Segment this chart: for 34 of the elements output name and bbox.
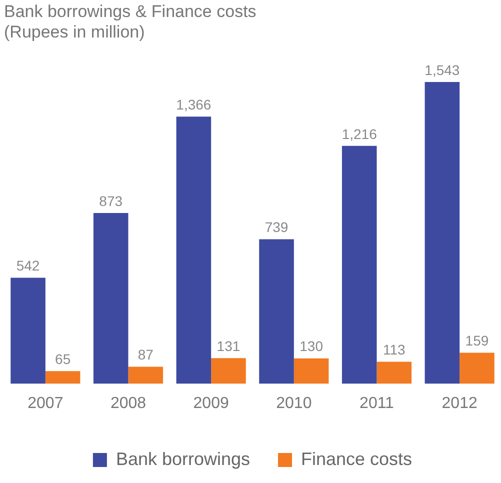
chart-subtitle: (Rupees in million)	[4, 22, 145, 42]
data-label: 130	[300, 338, 324, 354]
x-tick-label: 2009	[193, 394, 229, 412]
bar	[294, 358, 329, 384]
bar	[176, 116, 212, 384]
x-tick-label: 2011	[360, 394, 394, 412]
data-label: 87	[138, 346, 154, 363]
x-tick-label: 2008	[110, 394, 146, 412]
x-tick-label: 2012	[442, 394, 478, 412]
bar	[424, 82, 460, 384]
data-label: 542	[16, 258, 40, 274]
bar	[128, 366, 164, 384]
bar	[376, 362, 412, 384]
data-label: 1,366	[176, 96, 212, 112]
x-tick-label: 2007	[28, 394, 64, 412]
bar	[211, 358, 246, 384]
bar	[259, 239, 294, 384]
bar	[460, 352, 494, 384]
data-label: 159	[465, 332, 489, 349]
x-tick-label: 2010	[276, 394, 312, 412]
chart-title: Bank borrowings & Finance costs	[4, 2, 256, 21]
bar	[342, 146, 377, 384]
data-label: 1,216	[342, 126, 378, 142]
bar	[45, 371, 80, 384]
data-label: 1,543	[424, 62, 460, 78]
bar	[93, 213, 128, 384]
data-label: 113	[382, 342, 406, 358]
bar	[10, 278, 46, 384]
legend-label: Bank borrowings	[116, 448, 250, 469]
data-label: 65	[55, 350, 71, 367]
legend-label: Finance costs	[301, 448, 412, 469]
data-label: 131	[216, 338, 240, 354]
data-label: 873	[99, 192, 123, 209]
data-label: 739	[264, 219, 288, 236]
